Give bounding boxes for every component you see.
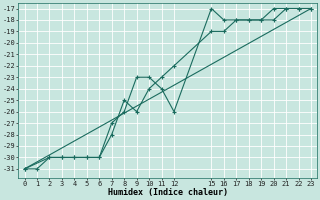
X-axis label: Humidex (Indice chaleur): Humidex (Indice chaleur) [108, 188, 228, 197]
